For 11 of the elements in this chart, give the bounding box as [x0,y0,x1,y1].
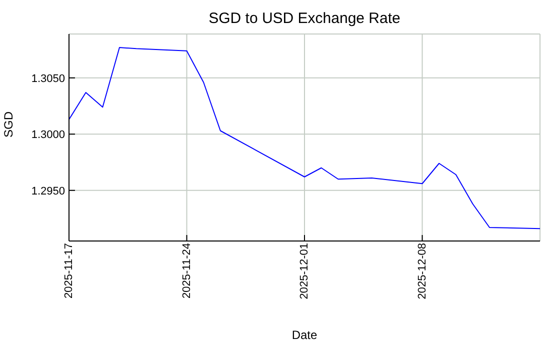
y-axis-title: SGD [1,111,16,138]
x-tick-label: 2025-12-01 [298,243,310,300]
x-axis-title: Date [292,328,318,342]
y-tick-label: 1.2950 [31,185,65,198]
x-tick-label: 2025-11-24 [180,243,193,298]
y-tick-label: 1.3050 [31,72,65,85]
x-tick-label: 2025-11-17 [63,243,75,298]
x-tick-label: 2025-12-08 [416,243,428,300]
y-tick-label: 1.3000 [31,129,65,142]
line-series [69,47,540,230]
chart-title: SGD to USD Exchange Rate [208,10,402,27]
